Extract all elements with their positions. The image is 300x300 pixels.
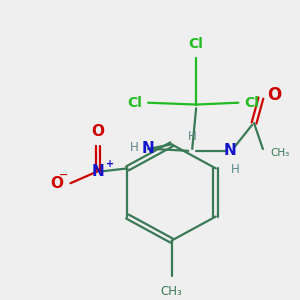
Text: O: O [51, 176, 64, 191]
Text: H: H [130, 141, 138, 154]
Text: O: O [92, 124, 104, 139]
Text: H: H [188, 130, 197, 142]
Text: Cl: Cl [127, 96, 142, 110]
Text: CH₃: CH₃ [161, 285, 182, 298]
Text: +: + [106, 159, 114, 169]
Text: O: O [267, 86, 281, 104]
Text: N: N [92, 164, 104, 179]
Text: N: N [142, 142, 154, 157]
Text: −: − [59, 170, 68, 180]
Text: Cl: Cl [244, 96, 259, 110]
Text: CH₃: CH₃ [271, 148, 290, 158]
Text: H: H [231, 163, 240, 176]
Text: Cl: Cl [189, 37, 204, 51]
Text: N: N [224, 143, 237, 158]
